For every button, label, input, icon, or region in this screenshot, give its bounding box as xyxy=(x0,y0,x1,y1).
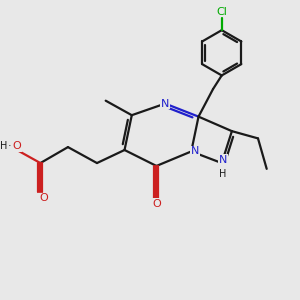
Text: N: N xyxy=(219,155,227,165)
Text: N: N xyxy=(190,146,199,157)
Text: N: N xyxy=(161,99,169,109)
Text: O: O xyxy=(13,141,22,151)
Text: Cl: Cl xyxy=(216,7,227,16)
Text: ·: · xyxy=(7,141,11,151)
Text: H: H xyxy=(220,169,227,179)
Text: O: O xyxy=(39,194,48,203)
Text: H: H xyxy=(0,141,7,151)
Text: O: O xyxy=(152,199,161,209)
